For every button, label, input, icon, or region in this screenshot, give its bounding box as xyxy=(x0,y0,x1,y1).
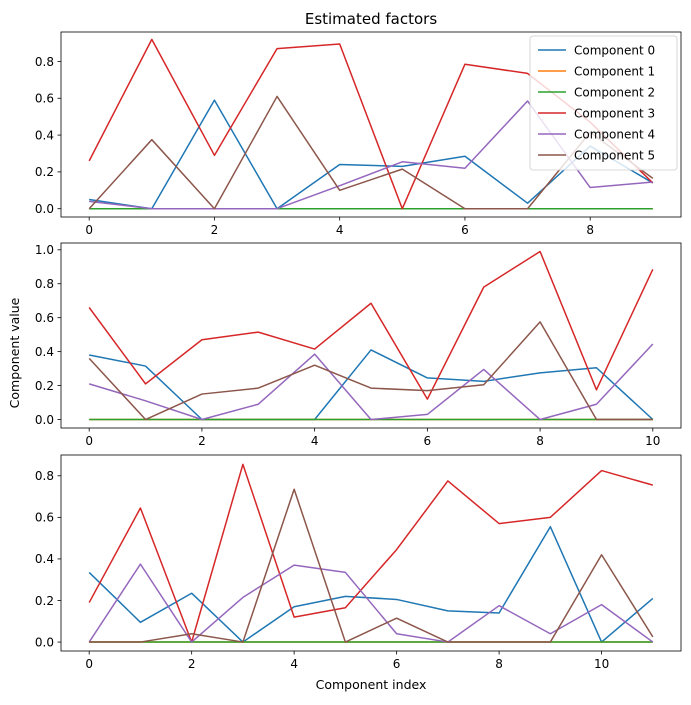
panel-0-xtick-label-1: 2 xyxy=(211,223,219,237)
panel-2-ytick-label-4: 0.8 xyxy=(35,469,54,483)
legend-label-5: Component 5 xyxy=(574,148,655,162)
panel-1-ytick-label-5: 1.0 xyxy=(35,243,54,257)
panel-2-series-0-line xyxy=(88,525,654,643)
panel-1-xtick-label-5: 10 xyxy=(645,434,660,448)
panel-0-series-5-line xyxy=(88,95,654,210)
panel-1-series-3-line xyxy=(88,250,654,400)
panel-2-ytick-label-1: 0.2 xyxy=(35,594,54,608)
panel-1: 0 2 4 6 8 10 0.0 0.2 0.4 0.6 0.8 1.0 xyxy=(35,242,682,448)
figure-xlabel: Component index xyxy=(316,677,427,692)
panel-2-series-5-line xyxy=(89,488,654,643)
panel-0-series-0-line xyxy=(89,99,654,210)
panel-2-xtick-label-5: 10 xyxy=(594,657,609,671)
panel-1-series-0-line xyxy=(89,349,654,421)
panel-0-xtick-label-0: 0 xyxy=(85,223,93,237)
panel-1-xtick-label-3: 6 xyxy=(424,434,432,448)
panel-2: 0 2 4 6 8 10 0.0 0.2 0.4 0.6 0.8 xyxy=(35,454,682,671)
panel-2-ytick-label-0: 0.0 xyxy=(35,635,54,649)
panel-0-ytick-label-0: 0.0 xyxy=(35,202,54,216)
panel-0-ytick-label-4: 0.8 xyxy=(35,55,54,69)
panel-1-ytick-label-2: 0.4 xyxy=(35,345,54,359)
panel-2-xtick-label-2: 4 xyxy=(290,657,298,671)
panel-1-ytick-label-4: 0.8 xyxy=(35,277,54,291)
panel-0-xtick-label-4: 8 xyxy=(586,223,594,237)
panel-0-legend: Component 0 Component 1 Component 2 Compone… xyxy=(529,35,678,171)
panel-0-ytick-label-1: 0.2 xyxy=(35,165,54,179)
panel-2-xtick-label-4: 8 xyxy=(495,657,503,671)
panel-1-ytick-label-1: 0.2 xyxy=(35,379,54,393)
panel-2-ytick-label-2: 0.4 xyxy=(35,552,54,566)
figure-ylabel: Component value xyxy=(7,297,22,408)
panel-2-ytick-label-3: 0.6 xyxy=(35,511,54,525)
legend-label-0: Component 0 xyxy=(574,43,655,57)
panel-1-xtick-label-2: 4 xyxy=(311,434,319,448)
panel-0-ytick-label-3: 0.6 xyxy=(35,92,54,106)
panel-0-xtick-label-2: 4 xyxy=(336,223,344,237)
legend-label-4: Component 4 xyxy=(574,127,655,141)
legend-label-3: Component 3 xyxy=(574,106,655,120)
panel-1-xtick-label-1: 2 xyxy=(198,434,206,448)
panel-0-xtick-label-3: 6 xyxy=(461,223,469,237)
panel-2-series-3-line xyxy=(88,463,654,643)
panel-1-ytick-label-0: 0.0 xyxy=(35,413,54,427)
panel-1-xtick-label-4: 8 xyxy=(536,434,544,448)
legend-label-2: Component 2 xyxy=(574,85,655,99)
figure-title: Estimated factors xyxy=(305,10,437,28)
panel-1-series-5-line xyxy=(88,321,653,421)
panel-1-xtick-label-0: 0 xyxy=(85,434,93,448)
panel-1-ytick-label-3: 0.6 xyxy=(35,311,54,325)
panel-2-xtick-label-3: 6 xyxy=(393,657,401,671)
panel-1-axes-frame xyxy=(60,242,682,429)
panel-1-series-4-line xyxy=(88,343,654,421)
panel-2-xtick-label-1: 2 xyxy=(188,657,196,671)
panel-2-axes-frame xyxy=(60,454,682,652)
panel-0-ytick-label-2: 0.4 xyxy=(35,128,54,142)
panel-0-axes-frame xyxy=(60,31,682,218)
panel-2-xtick-label-0: 0 xyxy=(85,657,93,671)
legend-box xyxy=(529,35,678,171)
legend-label-1: Component 1 xyxy=(574,64,655,78)
